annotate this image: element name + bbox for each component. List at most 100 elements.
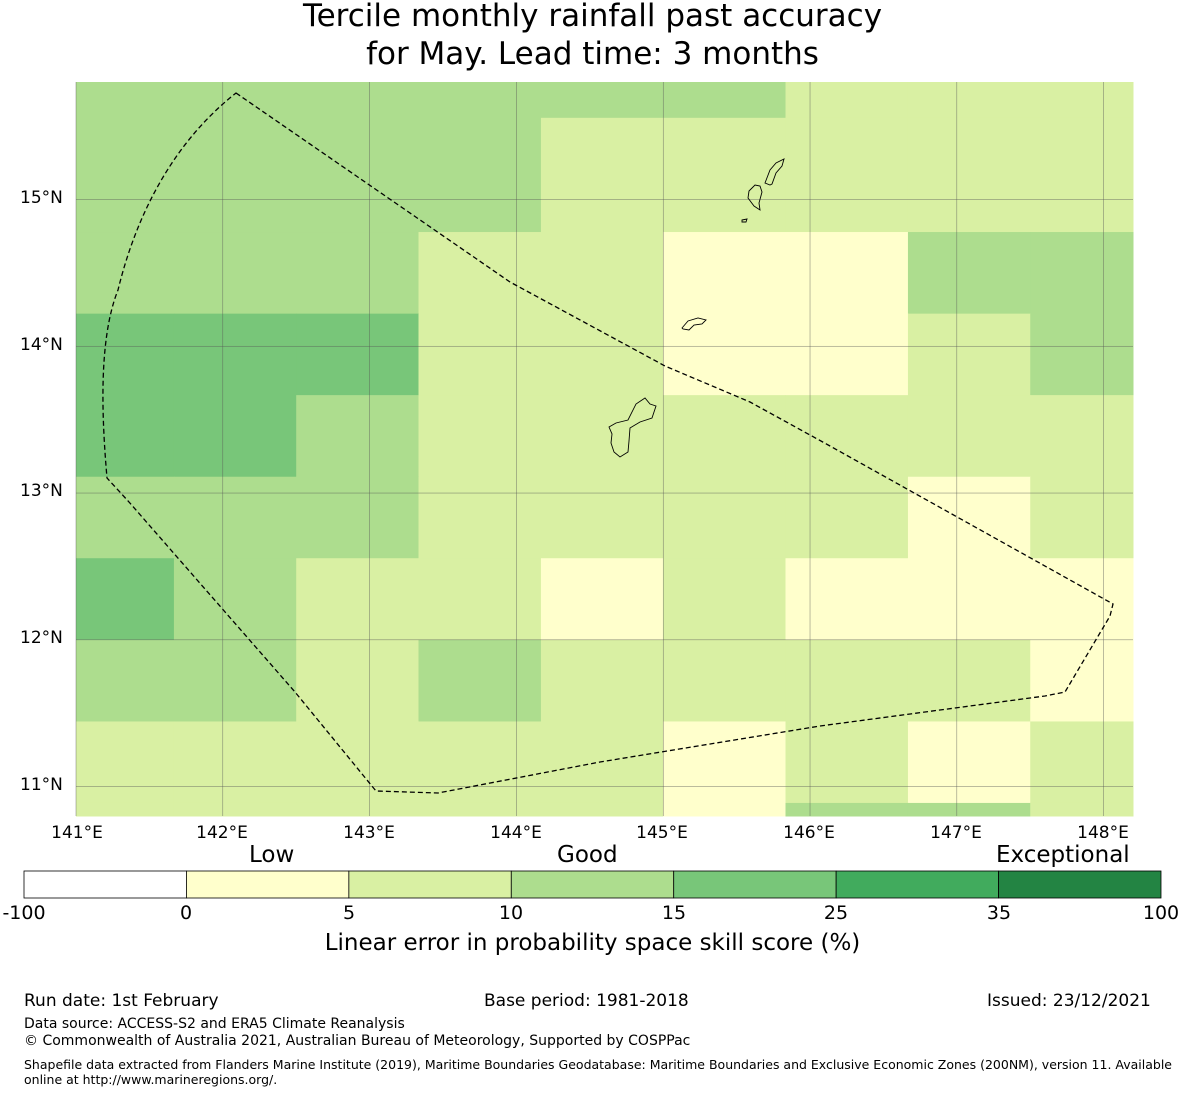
- issued-date: Issued: 23/12/2021: [987, 991, 1151, 1011]
- skill-cell: [1030, 395, 1134, 478]
- skill-cell: [296, 721, 419, 804]
- colorbar: [23, 870, 1162, 899]
- skill-cell: [907, 558, 1031, 641]
- colorbar-swatch: [673, 870, 837, 899]
- skill-cell: [418, 721, 542, 804]
- colorbar-swatch: [835, 870, 999, 899]
- lon-label-147e: 147°E: [930, 823, 982, 843]
- skill-cell: [1030, 232, 1134, 315]
- skill-cell: [173, 721, 297, 804]
- skill-cell: [785, 117, 909, 233]
- skill-cell: [907, 721, 1031, 804]
- base-period: Base period: 1981-2018: [484, 991, 689, 1011]
- colorbar-swatch: [23, 870, 187, 899]
- eez-boundary: [102, 92, 1114, 794]
- skill-cell: [173, 476, 297, 559]
- skill-cell: [540, 558, 664, 641]
- skill-cell: [173, 232, 297, 315]
- skill-cell: [296, 476, 419, 559]
- skill-cell: [76, 558, 175, 641]
- colorbar-tick: 25: [823, 902, 849, 924]
- skill-cell: [540, 313, 664, 396]
- lat-label-13n: 13°N: [20, 481, 63, 501]
- skill-cell: [76, 395, 175, 478]
- skill-cell: [785, 802, 909, 817]
- colorbar-swatch: [186, 870, 350, 899]
- copyright: © Commonwealth of Australia 2021, Austra…: [24, 1033, 691, 1049]
- colorbar-tick: 35: [986, 902, 1012, 924]
- colorbar-swatch: [998, 870, 1162, 899]
- skill-grid: [76, 82, 1134, 817]
- category-good: Good: [557, 842, 618, 868]
- skill-cell: [1030, 313, 1134, 396]
- skill-cell: [173, 639, 297, 722]
- lon-label-144e: 144°E: [490, 823, 542, 843]
- category-low: Low: [249, 842, 295, 868]
- skill-cell: [540, 721, 664, 804]
- skill-cell: [540, 117, 664, 233]
- skill-cell: [76, 639, 175, 722]
- skill-cell: [296, 313, 419, 396]
- graticule: [75, 82, 1133, 816]
- skill-cell: [173, 117, 297, 233]
- lon-label-141e: 141°E: [51, 823, 103, 843]
- skill-cell: [907, 313, 1031, 396]
- skill-cell: [1030, 117, 1134, 233]
- skill-cell: [76, 313, 175, 396]
- skill-cell: [76, 802, 175, 817]
- skill-cell: [785, 639, 909, 722]
- skill-cell: [663, 476, 787, 559]
- colorbar-tick: 10: [498, 902, 524, 924]
- skill-cell: [907, 802, 1031, 817]
- skill-cell: [173, 558, 297, 641]
- skill-cell: [418, 395, 542, 478]
- islands: [608, 158, 785, 458]
- lat-label-12n: 12°N: [20, 628, 63, 648]
- colorbar-label: Linear error in probability space skill …: [324, 930, 861, 956]
- lat-label-15n: 15°N: [20, 188, 63, 208]
- shapefile-credit: Shapefile data extracted from Flanders M…: [24, 1057, 1172, 1087]
- skill-cell: [418, 476, 542, 559]
- skill-cell: [1030, 639, 1134, 722]
- skill-cell: [663, 232, 787, 315]
- skill-cell: [1030, 476, 1134, 559]
- chart-title-line-2: for May. Lead time: 3 months: [366, 36, 819, 72]
- skill-cell: [418, 639, 542, 722]
- colorbar-tick: 0: [179, 902, 193, 924]
- colorbar-swatch: [510, 870, 675, 899]
- lon-label-142e: 142°E: [196, 823, 248, 843]
- skill-cell: [76, 82, 175, 119]
- skill-cell: [540, 476, 664, 559]
- aguijan-island: [741, 218, 748, 223]
- skill-cell: [785, 558, 909, 641]
- lat-label-14n: 14°N: [20, 335, 63, 355]
- guam-island: [608, 397, 657, 458]
- skill-cell: [785, 313, 909, 396]
- skill-cell: [785, 721, 909, 804]
- lon-label-143e: 143°E: [343, 823, 395, 843]
- colorbar-tick: 100: [1142, 902, 1180, 924]
- skill-cell: [173, 802, 297, 817]
- skill-cell: [540, 82, 664, 119]
- skill-cell: [1030, 721, 1134, 804]
- skill-cell: [907, 232, 1031, 315]
- skill-cell: [173, 313, 297, 396]
- skill-cell: [76, 476, 175, 559]
- skill-cell: [173, 82, 297, 119]
- skill-cell: [418, 82, 542, 119]
- saipan-island: [764, 158, 785, 186]
- skill-cell: [296, 639, 419, 722]
- skill-cell: [907, 117, 1031, 233]
- run-date: Run date: 1st February: [24, 991, 219, 1011]
- rota-island: [681, 317, 707, 331]
- skill-cell: [785, 395, 909, 478]
- skill-cell: [663, 117, 787, 233]
- skill-cell: [785, 476, 909, 559]
- lon-label-145e: 145°E: [636, 823, 688, 843]
- skill-cell: [418, 802, 542, 817]
- skill-cell: [173, 395, 297, 478]
- skill-cell: [418, 117, 542, 233]
- skill-cell: [76, 721, 175, 804]
- skill-cell: [907, 639, 1031, 722]
